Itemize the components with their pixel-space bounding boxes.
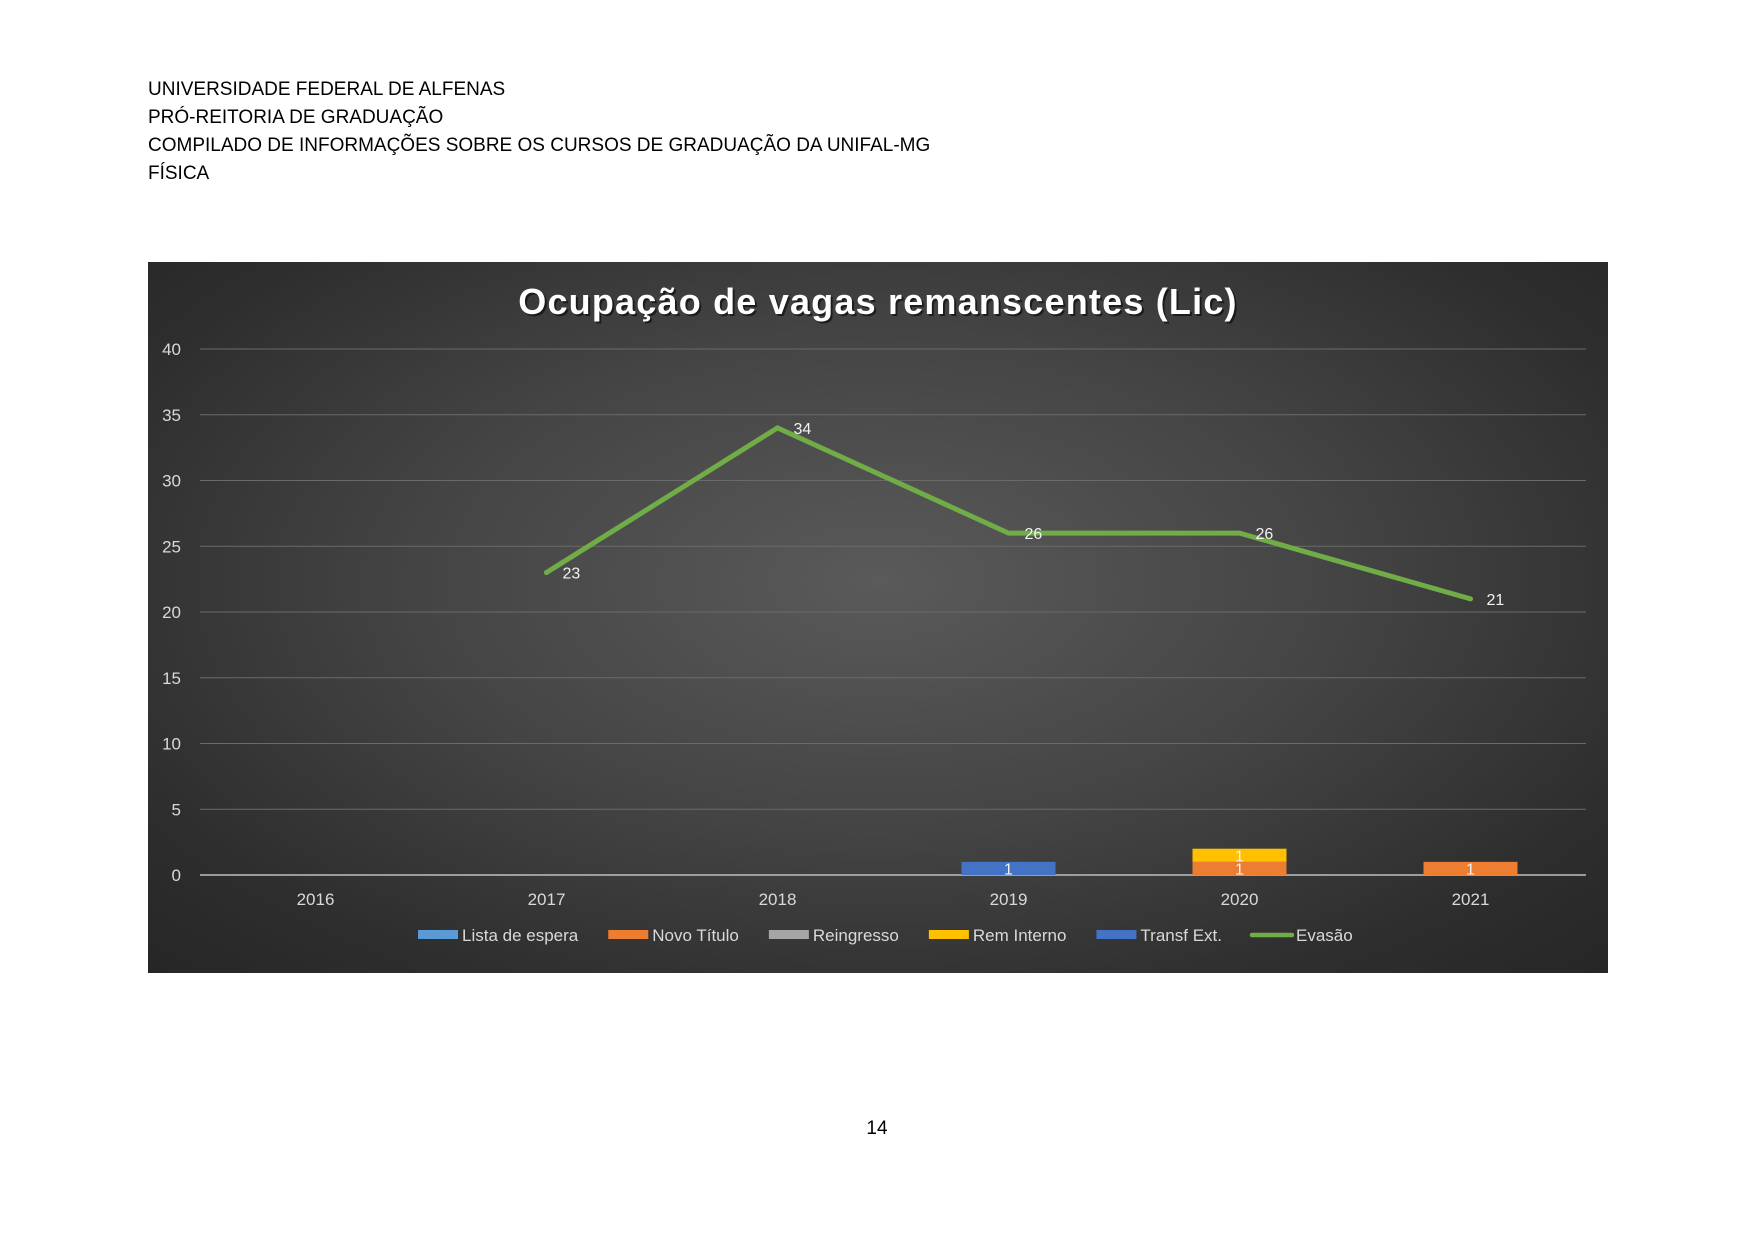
- bar-data-label: 1: [1466, 861, 1475, 878]
- y-tick-label: 40: [162, 340, 181, 359]
- bar: [1423, 861, 1518, 875]
- x-tick-label: 2020: [1221, 890, 1259, 909]
- legend-label: Novo Título: [652, 926, 739, 945]
- bar: [961, 861, 1056, 875]
- university-name: UNIVERSIDADE FEDERAL DE ALFENAS: [148, 79, 506, 100]
- bar: [1192, 848, 1287, 862]
- line-data-label: 26: [1256, 526, 1274, 543]
- bar-data-label: 1: [1004, 861, 1013, 878]
- y-tick-label: 35: [162, 406, 181, 425]
- chart-title: Ocupação de vagas remanscentes (Lic): [518, 281, 1237, 322]
- legend-label: Reingresso: [813, 926, 899, 945]
- legend-label: Lista de espera: [462, 926, 579, 945]
- y-tick-label: 15: [162, 669, 181, 688]
- line-point: [544, 570, 549, 576]
- y-tick-label: 0: [172, 866, 181, 885]
- legend-label: Transf Ext.: [1140, 926, 1222, 945]
- bar-data-label: 1: [1235, 861, 1244, 878]
- x-tick-label: 2017: [528, 890, 566, 909]
- line-point: [1237, 530, 1242, 536]
- chart-title-shadow: Ocupação de vagas remanscentes (Lic): [520, 283, 1239, 324]
- line-point: [1006, 530, 1011, 536]
- legend-swatch: [608, 930, 649, 939]
- legend-swatch: [1096, 930, 1137, 939]
- legend-label: Evasão: [1296, 926, 1353, 945]
- legend-label: Rem Interno: [973, 926, 1067, 945]
- bar-data-label: 1: [1235, 848, 1244, 865]
- x-tick-label: 2021: [1452, 890, 1490, 909]
- chart-container: Ocupação de vagas remanscentes (Lic) Ocup…: [148, 262, 1608, 973]
- line-series-evasao: [544, 425, 1473, 602]
- department-name: PRÓ-REITORIA DE GRADUAÇÃO: [148, 107, 444, 128]
- y-tick-label: 30: [162, 472, 181, 491]
- course-name: FÍSICA: [148, 163, 210, 184]
- x-tick-label: 2019: [990, 890, 1028, 909]
- legend-swatch: [928, 930, 969, 939]
- page-number: 14: [866, 1118, 888, 1139]
- chart-svg: Ocupação de vagas remanscentes (Lic)Ocup…: [162, 281, 1586, 945]
- legend-swatch: [768, 930, 809, 939]
- line-data-label: 21: [1487, 592, 1505, 609]
- line-point: [775, 425, 780, 431]
- line-data-label: 34: [794, 421, 812, 438]
- line-data-label: 23: [563, 566, 581, 583]
- x-tick-label: 2018: [759, 890, 797, 909]
- y-tick-label: 25: [162, 537, 181, 556]
- bar: [1192, 861, 1287, 875]
- y-tick-label: 20: [162, 603, 181, 622]
- legend-swatch: [418, 930, 458, 939]
- x-tick-label: 2016: [297, 890, 335, 909]
- document-title: COMPILADO DE INFORMAÇÕES SOBRE OS CURSOS…: [148, 135, 931, 156]
- document-header: UNIVERSIDADE FEDERAL DE ALFENAS PRÓ-REIT…: [148, 76, 930, 188]
- line-point: [1468, 596, 1473, 602]
- line-data-label: 26: [1025, 526, 1043, 543]
- y-tick-label: 5: [172, 800, 181, 819]
- y-tick-label: 10: [162, 735, 181, 754]
